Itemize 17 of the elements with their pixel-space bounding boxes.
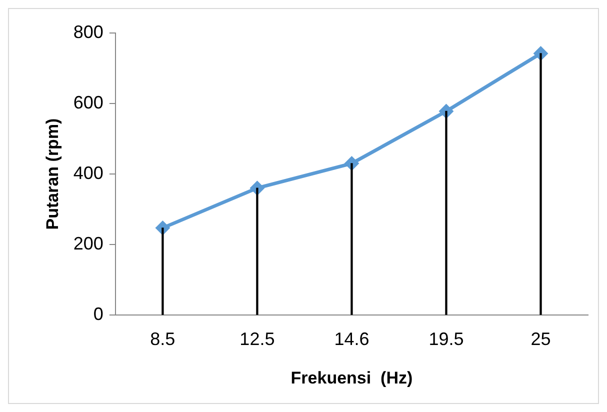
bar [162, 228, 164, 315]
bar [445, 110, 448, 315]
y-tick-label: 600 [73, 92, 104, 112]
x-tick-label: 14.6 [334, 328, 370, 349]
y-tick-label: 0 [93, 304, 104, 324]
x-tick-label: 12.5 [240, 328, 275, 349]
bar [540, 53, 542, 315]
y-tick-label: 400 [73, 162, 104, 183]
x-tick-label: 8.5 [150, 328, 176, 349]
bar [256, 188, 258, 315]
y-tick-label: 800 [73, 22, 104, 42]
y-tick-label: 200 [73, 233, 104, 254]
x-tick-label: 19.5 [428, 328, 464, 349]
x-tick-label: 25 [530, 328, 551, 349]
y-axis-title: Putaran (rpm) [42, 118, 62, 230]
bar [350, 163, 353, 315]
x-axis-title: Frekuensi (Hz) [290, 368, 413, 388]
